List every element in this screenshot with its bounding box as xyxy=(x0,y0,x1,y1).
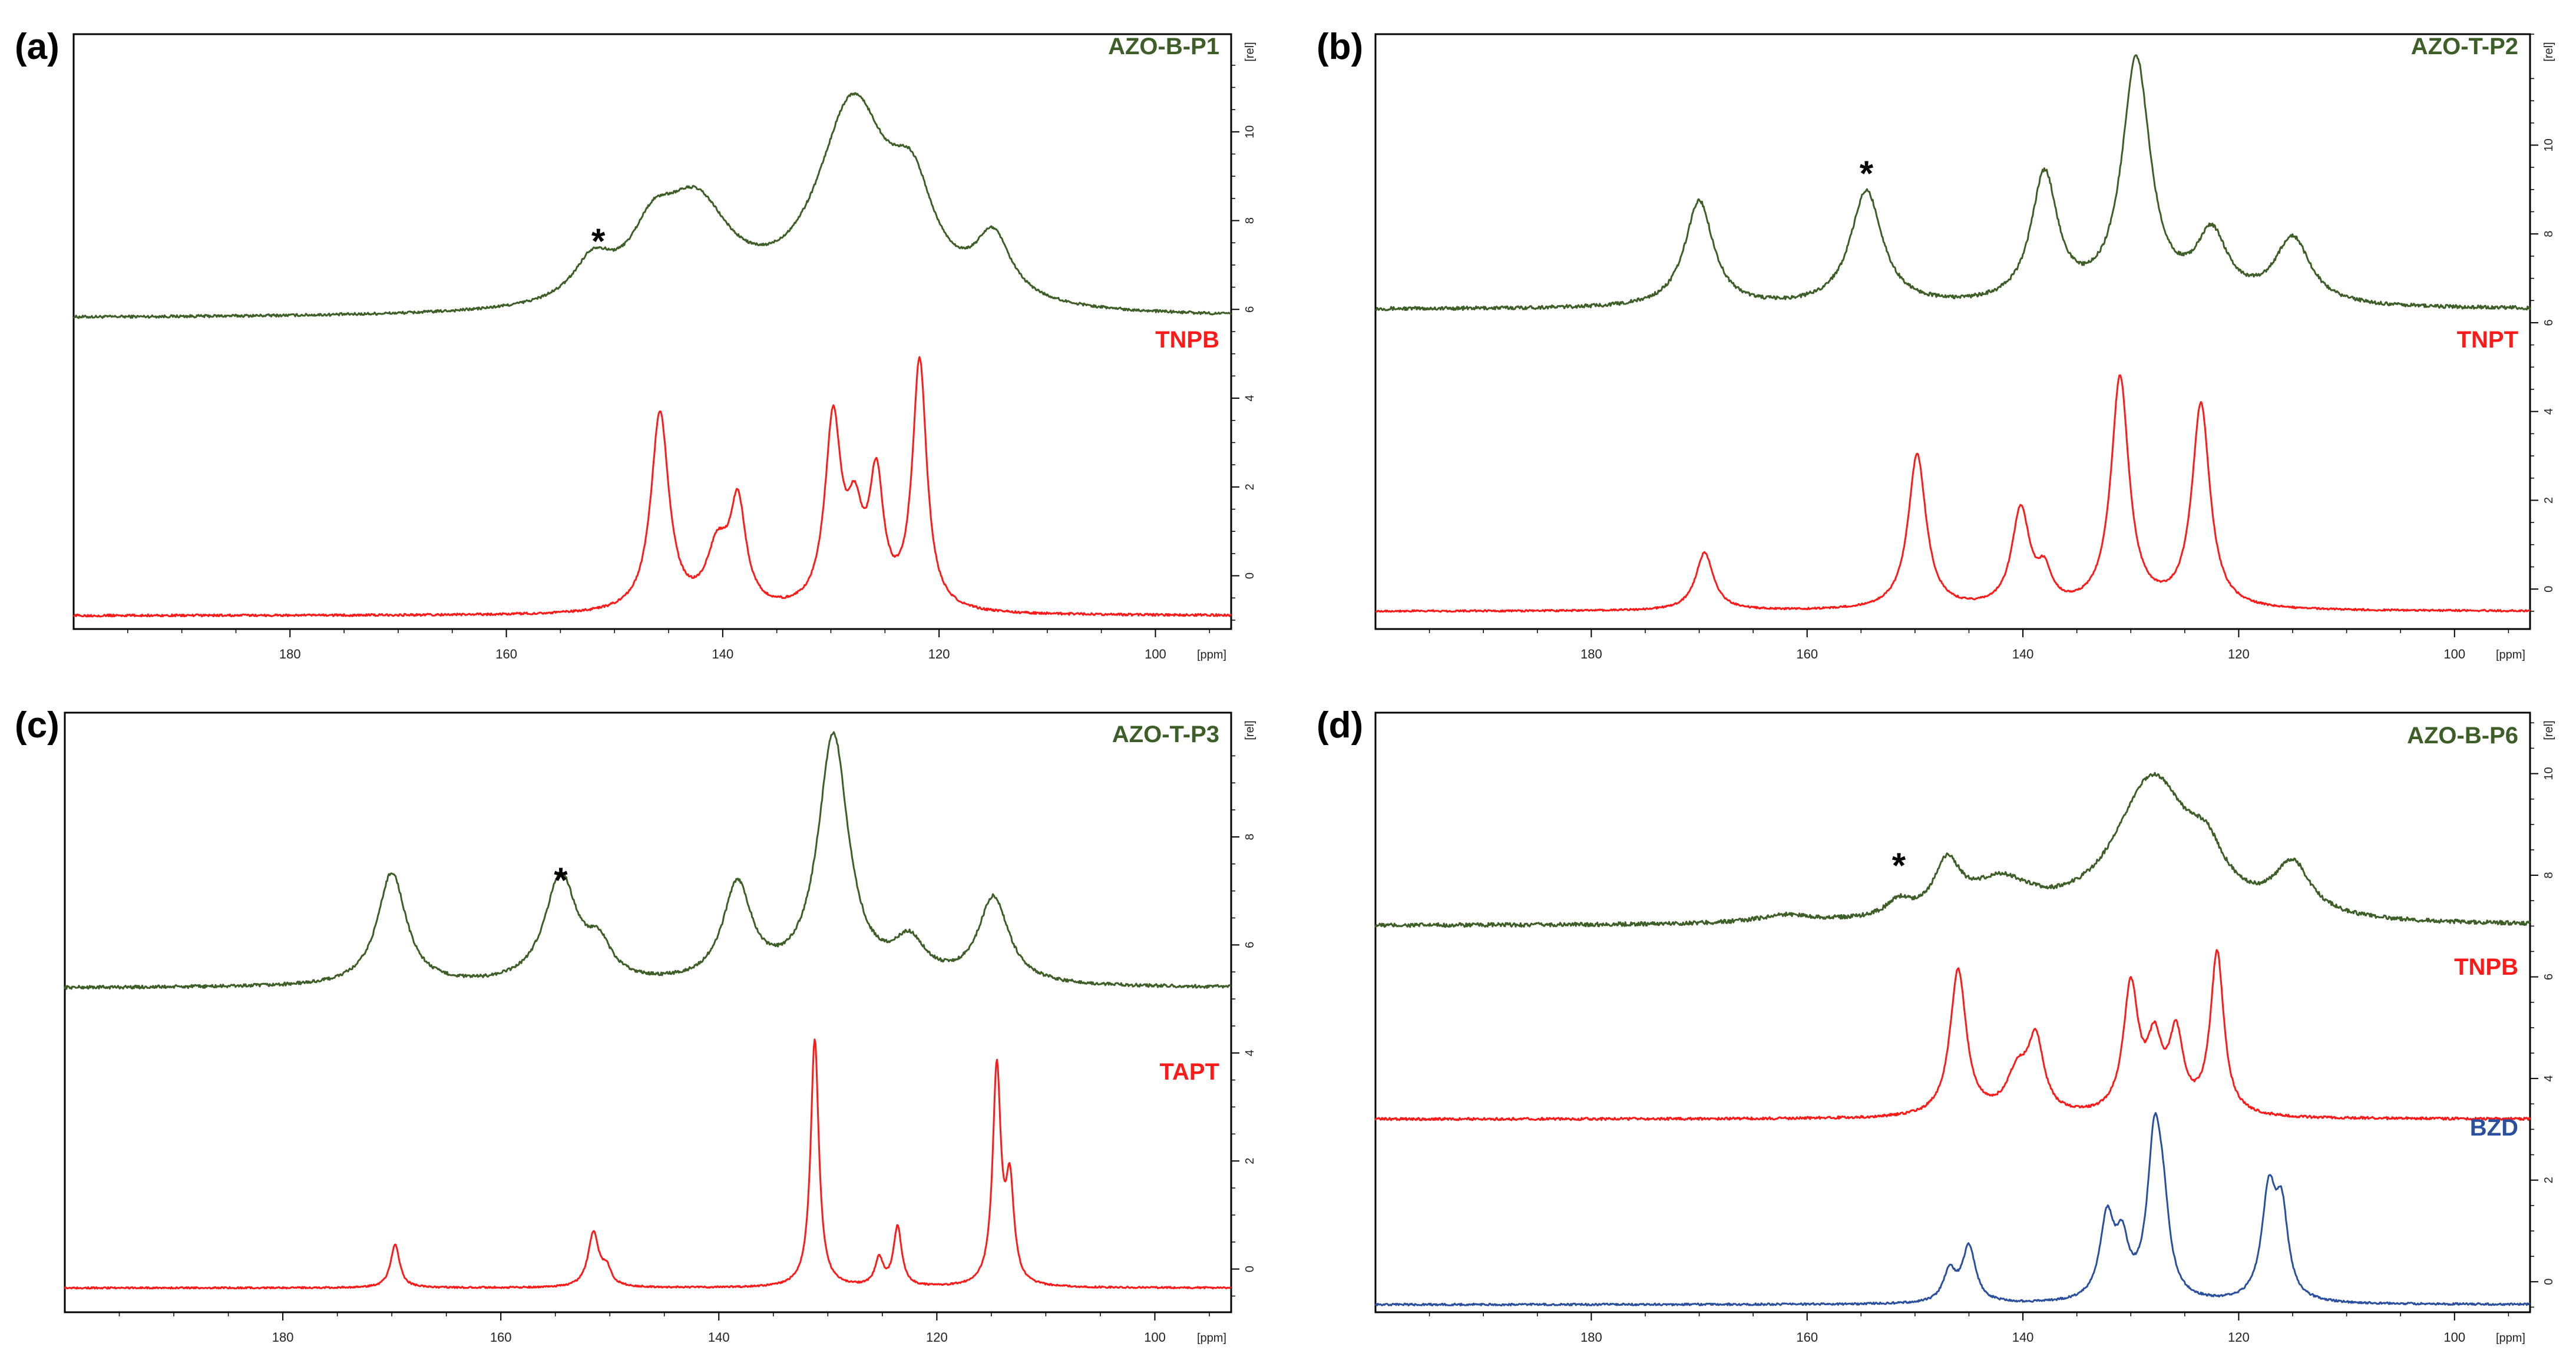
x-tick-label: 140 xyxy=(712,647,734,661)
y-tick-label: 10 xyxy=(2542,138,2555,151)
series-line-azo-b-p6 xyxy=(1374,772,2531,928)
x-tick-label: 180 xyxy=(279,647,301,661)
y-tick-label: 8 xyxy=(1244,833,1256,840)
series-line-tnpt xyxy=(1375,374,2531,613)
series-label: AZO-B-P6 xyxy=(2407,723,2518,749)
y-tick-label: 2 xyxy=(1244,1158,1256,1164)
x-tick-label: 100 xyxy=(1145,647,1166,661)
x-tick-label: 100 xyxy=(2443,1330,2465,1345)
y-tick-label: 2 xyxy=(2542,497,2555,504)
series-line-azo-b-p1 xyxy=(72,92,1232,319)
plot-frame xyxy=(1374,711,2531,1313)
peak-asterisk: * xyxy=(591,221,606,261)
series-label: TAPT xyxy=(1160,1059,1219,1085)
x-tick-label: 120 xyxy=(2228,647,2250,661)
x-tick-label: 180 xyxy=(1580,1330,1602,1345)
y-tick-label: 0 xyxy=(1244,1266,1256,1272)
y-tick-label: 8 xyxy=(2542,872,2555,879)
y-axis-label: [rel] xyxy=(2542,42,2555,61)
series-line-azo-t-p3 xyxy=(64,731,1232,990)
panel-label: (a) xyxy=(15,27,59,67)
series-label: AZO-T-P3 xyxy=(1112,721,1219,747)
x-axis-label: [ppm] xyxy=(1197,1332,1226,1345)
panel-label: (c) xyxy=(15,705,59,746)
y-axis-label: [rel] xyxy=(2542,720,2555,740)
x-tick-label: 140 xyxy=(2012,647,2034,661)
x-tick-label: 120 xyxy=(926,1330,948,1345)
y-tick-label: 2 xyxy=(2542,1177,2555,1183)
y-tick-label: 6 xyxy=(2542,319,2555,326)
x-axis-label: [ppm] xyxy=(1197,648,1226,661)
panel-a: (a) 180 160 140 120 100 [ppm] 0 2 4 6 8 10 [rel] AZO-B… xyxy=(15,27,1256,661)
x-tick-label: 120 xyxy=(2228,1330,2250,1345)
panel-c: (c) 180 160 140 120 100 [ppm] 0 2 4 6 8 [rel] AZO-T-P… xyxy=(15,705,1256,1345)
y-tick-label: 10 xyxy=(2542,767,2555,780)
x-tick-label: 100 xyxy=(2443,647,2465,661)
x-tick-label: 120 xyxy=(928,647,950,661)
y-tick-label: 6 xyxy=(1244,306,1256,313)
peak-asterisk: * xyxy=(554,860,568,900)
series-label: BZD xyxy=(2470,1115,2518,1141)
peak-asterisk: * xyxy=(1892,846,1906,885)
series-label: AZO-T-P2 xyxy=(2411,34,2518,59)
x-axis-label: [ppm] xyxy=(2496,1332,2525,1345)
series-label: TNPT xyxy=(2457,327,2518,353)
y-tick-label: 8 xyxy=(2542,231,2555,237)
y-tick-label: 4 xyxy=(1244,395,1256,401)
x-tick-label: 140 xyxy=(2012,1330,2034,1345)
y-tick-label: 4 xyxy=(2542,408,2555,415)
series-line-tnpb xyxy=(1374,949,2531,1121)
plot-frame xyxy=(64,711,1232,1313)
y-tick-label: 0 xyxy=(2542,586,2555,593)
y-axis-label: [rel] xyxy=(1244,42,1256,61)
x-tick-label: 160 xyxy=(495,647,517,661)
series-label: TNPB xyxy=(1155,327,1219,353)
y-tick-label: 4 xyxy=(1244,1050,1256,1056)
series-line-tnpb xyxy=(72,356,1232,618)
plot-frame xyxy=(72,33,1232,630)
panel-b: (b) 180 160 140 120 100 [ppm] 0 2 4 6 8 10 [rel] AZO-T… xyxy=(1317,27,2555,661)
y-tick-label: 0 xyxy=(2542,1279,2555,1285)
x-tick-label: 180 xyxy=(272,1330,294,1345)
y-tick-label: 8 xyxy=(1244,217,1256,224)
peak-asterisk: * xyxy=(1860,154,1874,193)
y-tick-label: 6 xyxy=(2542,974,2555,980)
y-tick-label: 6 xyxy=(1244,942,1256,948)
series-line-tapt xyxy=(64,1038,1232,1290)
x-tick-label: 160 xyxy=(490,1330,512,1345)
y-tick-label: 2 xyxy=(1244,484,1256,490)
series-label: AZO-B-P1 xyxy=(1108,34,1219,59)
panel-label: (b) xyxy=(1317,27,1363,67)
series-label: TNPB xyxy=(2454,954,2518,980)
series-line-bzd xyxy=(1374,1112,2531,1307)
plot-frame xyxy=(1374,33,2531,630)
x-tick-label: 160 xyxy=(1796,1330,1818,1345)
x-tick-label: 160 xyxy=(1796,647,1818,661)
x-tick-label: 140 xyxy=(708,1330,730,1345)
y-tick-label: 4 xyxy=(2542,1075,2555,1082)
x-axis-label: [ppm] xyxy=(2496,648,2525,661)
y-axis-label: [rel] xyxy=(1244,720,1256,740)
y-tick-label: 0 xyxy=(1244,572,1256,579)
panel-d: (d) 180 160 140 120 100 [ppm] 0 2 4 6 8 10 [rel] AZO-B… xyxy=(1317,705,2555,1345)
y-tick-label: 10 xyxy=(1244,125,1256,138)
x-tick-label: 100 xyxy=(1144,1330,1166,1345)
x-tick-label: 180 xyxy=(1580,647,1602,661)
series-line-azo-t-p2 xyxy=(1375,54,2531,312)
panel-label: (d) xyxy=(1317,705,1363,746)
